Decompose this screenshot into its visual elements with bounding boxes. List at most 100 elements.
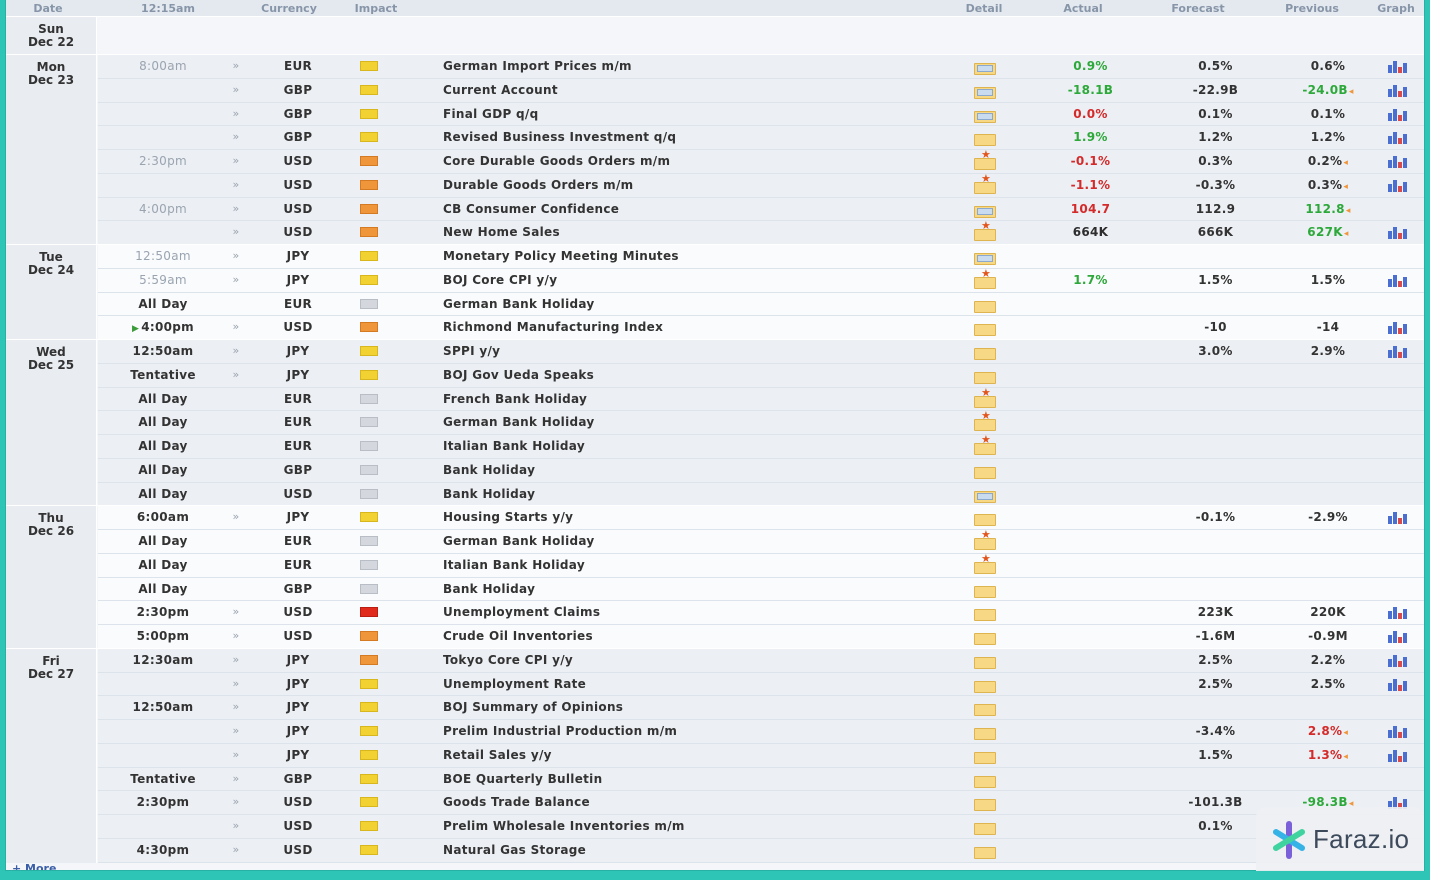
event-title[interactable]: German Bank Holiday [443,534,595,548]
detail-folder-icon[interactable] [973,320,996,337]
event-row[interactable]: 6:00am » JPY Housing Starts y/y -0.1% -2.9% [98,506,1424,530]
more-link[interactable]: + More [12,862,57,870]
event-row[interactable]: All Day USD Bank Holiday [98,482,1424,507]
detail-folder-icon[interactable] [973,368,996,384]
detail-folder-icon[interactable] [973,748,996,764]
event-title[interactable]: Richmond Manufacturing Index [443,320,664,335]
detail-folder-icon[interactable]: ★ [973,410,996,432]
event-row[interactable]: All Day EUR German Bank Holiday ★ [98,410,1424,435]
detail-folder-icon[interactable]: ★ [973,268,996,289]
event-row[interactable]: » GBP Final GDP q/q 0.0% 0.1% 0.1% [98,102,1424,127]
event-row[interactable]: » USD Prelim Wholesale Inventories m/m 0.1% [98,815,1424,839]
event-title[interactable]: New Home Sales [443,225,560,240]
event-title[interactable]: Monetary Policy Meeting Minutes [443,249,679,263]
event-row[interactable]: 5:59am » JPY BOJ Core CPI y/y ★ 1.7% 1.5% 1.5% [98,268,1424,293]
event-row[interactable]: Tentative » JPY BOJ Gov Ueda Speaks [98,363,1424,388]
bar-graph-icon[interactable] [1388,83,1410,97]
alarm-icon[interactable]: » [232,82,240,96]
event-row[interactable]: All Day EUR German Bank Holiday [98,292,1424,317]
event-row[interactable]: ▶ 4:00pm » USD Richmond Manufacturing Index -… [98,316,1424,340]
event-row[interactable]: » USD Durable Goods Orders m/m ★ -1.1% -0.3% 0… [98,173,1424,198]
event-title[interactable]: Tokyo Core CPI y/y [443,652,574,667]
alarm-icon[interactable]: » [232,59,240,72]
event-title[interactable]: Revised Business Investment q/q [443,130,677,145]
event-title[interactable]: Current Account [443,82,558,97]
event-title[interactable]: BOJ Gov Ueda Speaks [443,367,595,382]
event-row[interactable]: » JPY Prelim Industrial Production m/m -3.4… [98,720,1424,744]
detail-folder-icon[interactable] [973,843,996,859]
event-title[interactable]: Italian Bank Holiday [443,439,585,453]
detail-folder-icon[interactable] [973,700,996,717]
detail-folder-icon[interactable]: ★ [973,149,996,170]
event-row[interactable]: All Day EUR German Bank Holiday ★ [98,529,1424,554]
event-row[interactable]: All Day EUR Italian Bank Holiday ★ [98,434,1424,459]
event-title[interactable]: Prelim Wholesale Inventories m/m [443,819,685,833]
detail-folder-icon[interactable] [973,582,996,598]
event-row[interactable]: 4:00pm » USD CB Consumer Confidence 104.7 112… [98,197,1424,222]
detail-folder-icon[interactable] [973,130,996,147]
alarm-icon[interactable]: » [232,106,240,120]
event-row[interactable]: » JPY Retail Sales y/y 1.5% 1.3%◂ [98,743,1424,768]
detail-folder-icon[interactable] [973,297,996,313]
event-title[interactable]: BOJ Summary of Opinions [443,700,624,715]
alarm-icon[interactable]: » [232,629,240,642]
detail-folder-icon[interactable] [973,653,996,669]
bar-graph-icon[interactable] [1388,605,1410,620]
alarm-icon[interactable]: » [232,249,240,262]
event-title[interactable]: Housing Starts y/y [443,510,574,525]
event-row[interactable]: All Day GBP Bank Holiday [98,458,1424,483]
detail-folder-icon[interactable]: ★ [973,387,996,408]
alarm-icon[interactable]: » [232,771,240,785]
event-row[interactable]: » GBP Current Account -18.1B -22.9B -24.0B◂ [98,78,1424,103]
bar-graph-icon[interactable] [1388,59,1410,73]
event-row[interactable]: 12:50am » JPY BOJ Summary of Opinions [98,696,1424,720]
event-title[interactable]: CB Consumer Confidence [443,201,620,216]
alarm-icon[interactable]: » [232,605,240,619]
event-title[interactable]: Unemployment Rate [443,676,587,691]
detail-folder-icon[interactable]: ★ [973,173,996,194]
detail-folder-icon[interactable]: ★ [973,220,996,242]
detail-folder-icon[interactable]: ★ [973,434,996,455]
event-title[interactable]: German Bank Holiday [443,415,595,430]
event-title[interactable]: French Bank Holiday [443,391,588,406]
bar-graph-icon[interactable] [1388,510,1410,525]
detail-folder-icon[interactable] [973,249,996,265]
event-row[interactable]: 5:00pm » USD Crude Oil Inventories -1.6M -0.9… [98,625,1424,649]
detail-folder-icon[interactable] [973,677,996,693]
detail-folder-icon[interactable] [973,772,996,788]
bar-graph-icon[interactable] [1388,178,1410,192]
bar-graph-icon[interactable] [1388,653,1410,667]
event-row[interactable]: Tentative » GBP BOE Quarterly Bulletin [98,767,1424,792]
alarm-icon[interactable]: » [232,819,240,832]
alarm-icon[interactable]: » [232,130,240,144]
detail-folder-icon[interactable]: ★ [973,553,996,574]
event-row[interactable]: All Day GBP Bank Holiday [98,577,1424,602]
event-title[interactable]: Italian Bank Holiday [443,557,585,572]
alarm-icon[interactable]: » [232,201,240,215]
event-row[interactable]: 12:50am » JPY SPPI y/y 3.0% 2.9% [98,340,1424,364]
detail-folder-icon[interactable] [973,487,996,503]
event-title[interactable]: Bank Holiday [443,581,536,596]
header-date[interactable]: Date [33,2,63,15]
bar-graph-icon[interactable] [1388,748,1410,762]
event-title[interactable]: Bank Holiday [443,486,536,501]
event-row[interactable]: » USD New Home Sales ★ 664K 666K 627K◂ [98,220,1424,245]
detail-folder-icon[interactable] [973,629,996,645]
alarm-icon[interactable]: » [232,510,240,524]
event-row[interactable]: 2:30pm » USD Unemployment Claims 223K 220K [98,601,1424,625]
bar-graph-icon[interactable] [1388,154,1410,168]
event-title[interactable]: Crude Oil Inventories [443,629,593,643]
detail-folder-icon[interactable] [973,724,996,740]
detail-folder-icon[interactable] [973,819,996,835]
detail-folder-icon[interactable] [973,344,996,360]
detail-folder-icon[interactable] [973,463,996,479]
event-title[interactable]: Final GDP q/q [443,106,539,121]
detail-folder-icon[interactable] [973,202,996,218]
alarm-icon[interactable]: » [232,652,240,666]
event-row[interactable]: » GBP Revised Business Investment q/q 1.9% 1… [98,126,1424,150]
alarm-icon[interactable]: » [232,154,240,167]
detail-folder-icon[interactable] [973,795,996,812]
event-row[interactable]: 2:30pm » USD Core Durable Goods Orders m/m ★… [98,149,1424,174]
alarm-icon[interactable]: » [232,344,240,357]
bar-graph-icon[interactable] [1388,225,1410,240]
